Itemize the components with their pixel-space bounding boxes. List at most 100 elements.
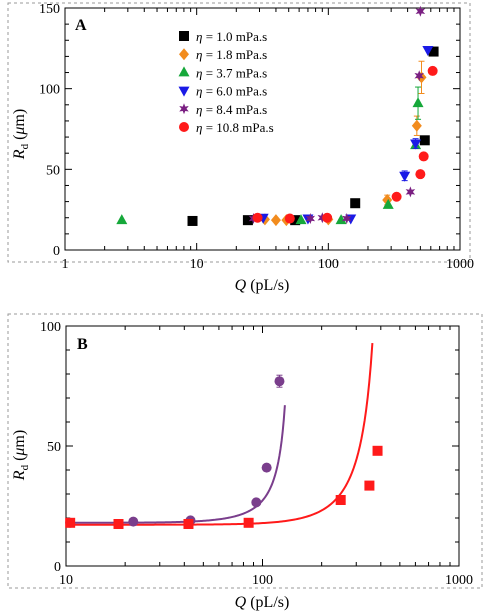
plot-area-frame [65,325,460,567]
data-point [113,519,124,529]
legend-marker [178,66,190,77]
panel-border [7,313,483,589]
legend-eta-symbol: η [196,29,202,44]
legend-eta-symbol: η [196,120,202,135]
data-point [251,497,262,508]
panel-b-y-var: R [11,470,28,481]
panel-b-x-axis-label: Q (pL/s) [235,594,290,611]
panel-b-y-unit-mu: μ [11,448,28,457]
panel-border [7,2,471,263]
data-point [290,215,301,226]
panel-a-y-sub: d [19,143,31,149]
legend-value: = 8.4 mPa.s [202,102,267,117]
legend-value: = 1.0 mPa.s [202,29,267,44]
legend-eta-symbol: η [196,84,202,99]
data-point [242,215,253,226]
panel-a-axes: 1 10 100 1000 0 50 100 150 [39,2,474,272]
x-tick-label: 10 [190,257,204,272]
panel-a-marks [116,5,439,227]
legend-marker [179,31,189,41]
x-tick-label: 1000 [446,257,474,272]
data-point [274,376,285,387]
panel-b-letter: B [77,336,88,353]
legend-marker [179,103,189,115]
data-point [305,213,316,225]
data-point [405,186,416,198]
legend-label: η = 1.0 mPa.s [196,29,267,44]
x-tick-label: 1 [62,257,69,272]
y-tick-label: 50 [46,163,60,178]
legend-eta-symbol: η [196,47,202,62]
data-point [116,214,128,225]
legend-value: = 10.8 mPa.s [202,120,273,135]
panel-b-y-axis-label: Rd (μm) [11,430,31,481]
data-point [414,70,424,82]
data-point [391,191,402,202]
data-point [183,519,194,529]
legend-eta-symbol: η [196,65,202,80]
data-point [411,119,422,132]
legend-label: η = 6.0 mPa.s [196,84,267,99]
x-tick-label: 100 [318,257,339,272]
data-point [335,495,346,505]
legend-marker [179,48,189,61]
y-tick-label: 150 [39,2,60,17]
data-point [341,213,352,225]
data-point [187,215,198,226]
x-tick-label: 100 [252,573,273,588]
panel-a-letter: A [75,17,87,34]
fit-curve [66,342,374,526]
panel-b-x-unit: (pL/s) [246,594,289,611]
data-point [252,212,263,223]
data-point [410,139,422,150]
data-point [399,171,411,182]
panel-a-y-var: R [11,149,28,160]
y-tick-label: 100 [39,83,60,98]
y-tick-label: 100 [40,320,61,335]
data-point [243,517,254,528]
x-tick-label: 1000 [445,573,473,588]
legend-marker [179,122,189,132]
data-point [415,169,426,180]
x-tick-label: 10 [59,573,73,588]
data-point [261,462,272,473]
panel-b: B 10 100 1000 0 50 100 Q (pL/s) Rd (μm) [7,313,483,611]
panel-b-axes: 10 100 1000 0 50 100 [40,320,473,588]
panel-b-marks [65,374,383,529]
panel-b-y-unit-open: ( [11,456,28,465]
panel-b-fit-curves [65,342,374,526]
data-point [65,517,76,528]
legend-label: η = 8.4 mPa.s [196,102,267,117]
data-point [364,480,375,491]
panel-a-y-axis-label: Rd (μm) [11,109,31,160]
data-point [382,198,394,209]
fit-curve [65,405,286,524]
legend-value: = 1.8 mPa.s [202,47,267,62]
y-tick-label: 0 [54,560,61,575]
legend-label: η = 10.8 mPa.s [196,120,274,135]
y-tick-label: 50 [47,440,61,455]
legend-value: = 3.7 mPa.s [202,65,267,80]
data-point [418,151,429,162]
panel-b-x-var: Q [235,594,247,611]
panel-a-y-unit-close: m) [11,109,28,127]
data-point [428,46,439,57]
panel-a-x-var: Q [235,277,247,294]
data-point [284,213,295,224]
panel-a-y-unit-open: ( [11,135,28,144]
legend-value: = 6.0 mPa.s [202,84,267,99]
legend-label: η = 3.7 mPa.s [196,65,267,80]
legend-marker [178,86,190,97]
panel-b-y-unit-close: m) [11,430,28,448]
data-point [412,97,424,108]
data-point [372,445,383,456]
panel-a-y-unit-mu: μ [11,127,28,136]
panel-a-dashed-frame [7,2,471,263]
data-point [415,5,426,17]
data-point [419,135,430,146]
panel-b-dashed-frame [7,313,483,589]
plot-area-frame [64,7,461,251]
data-point [335,214,347,225]
